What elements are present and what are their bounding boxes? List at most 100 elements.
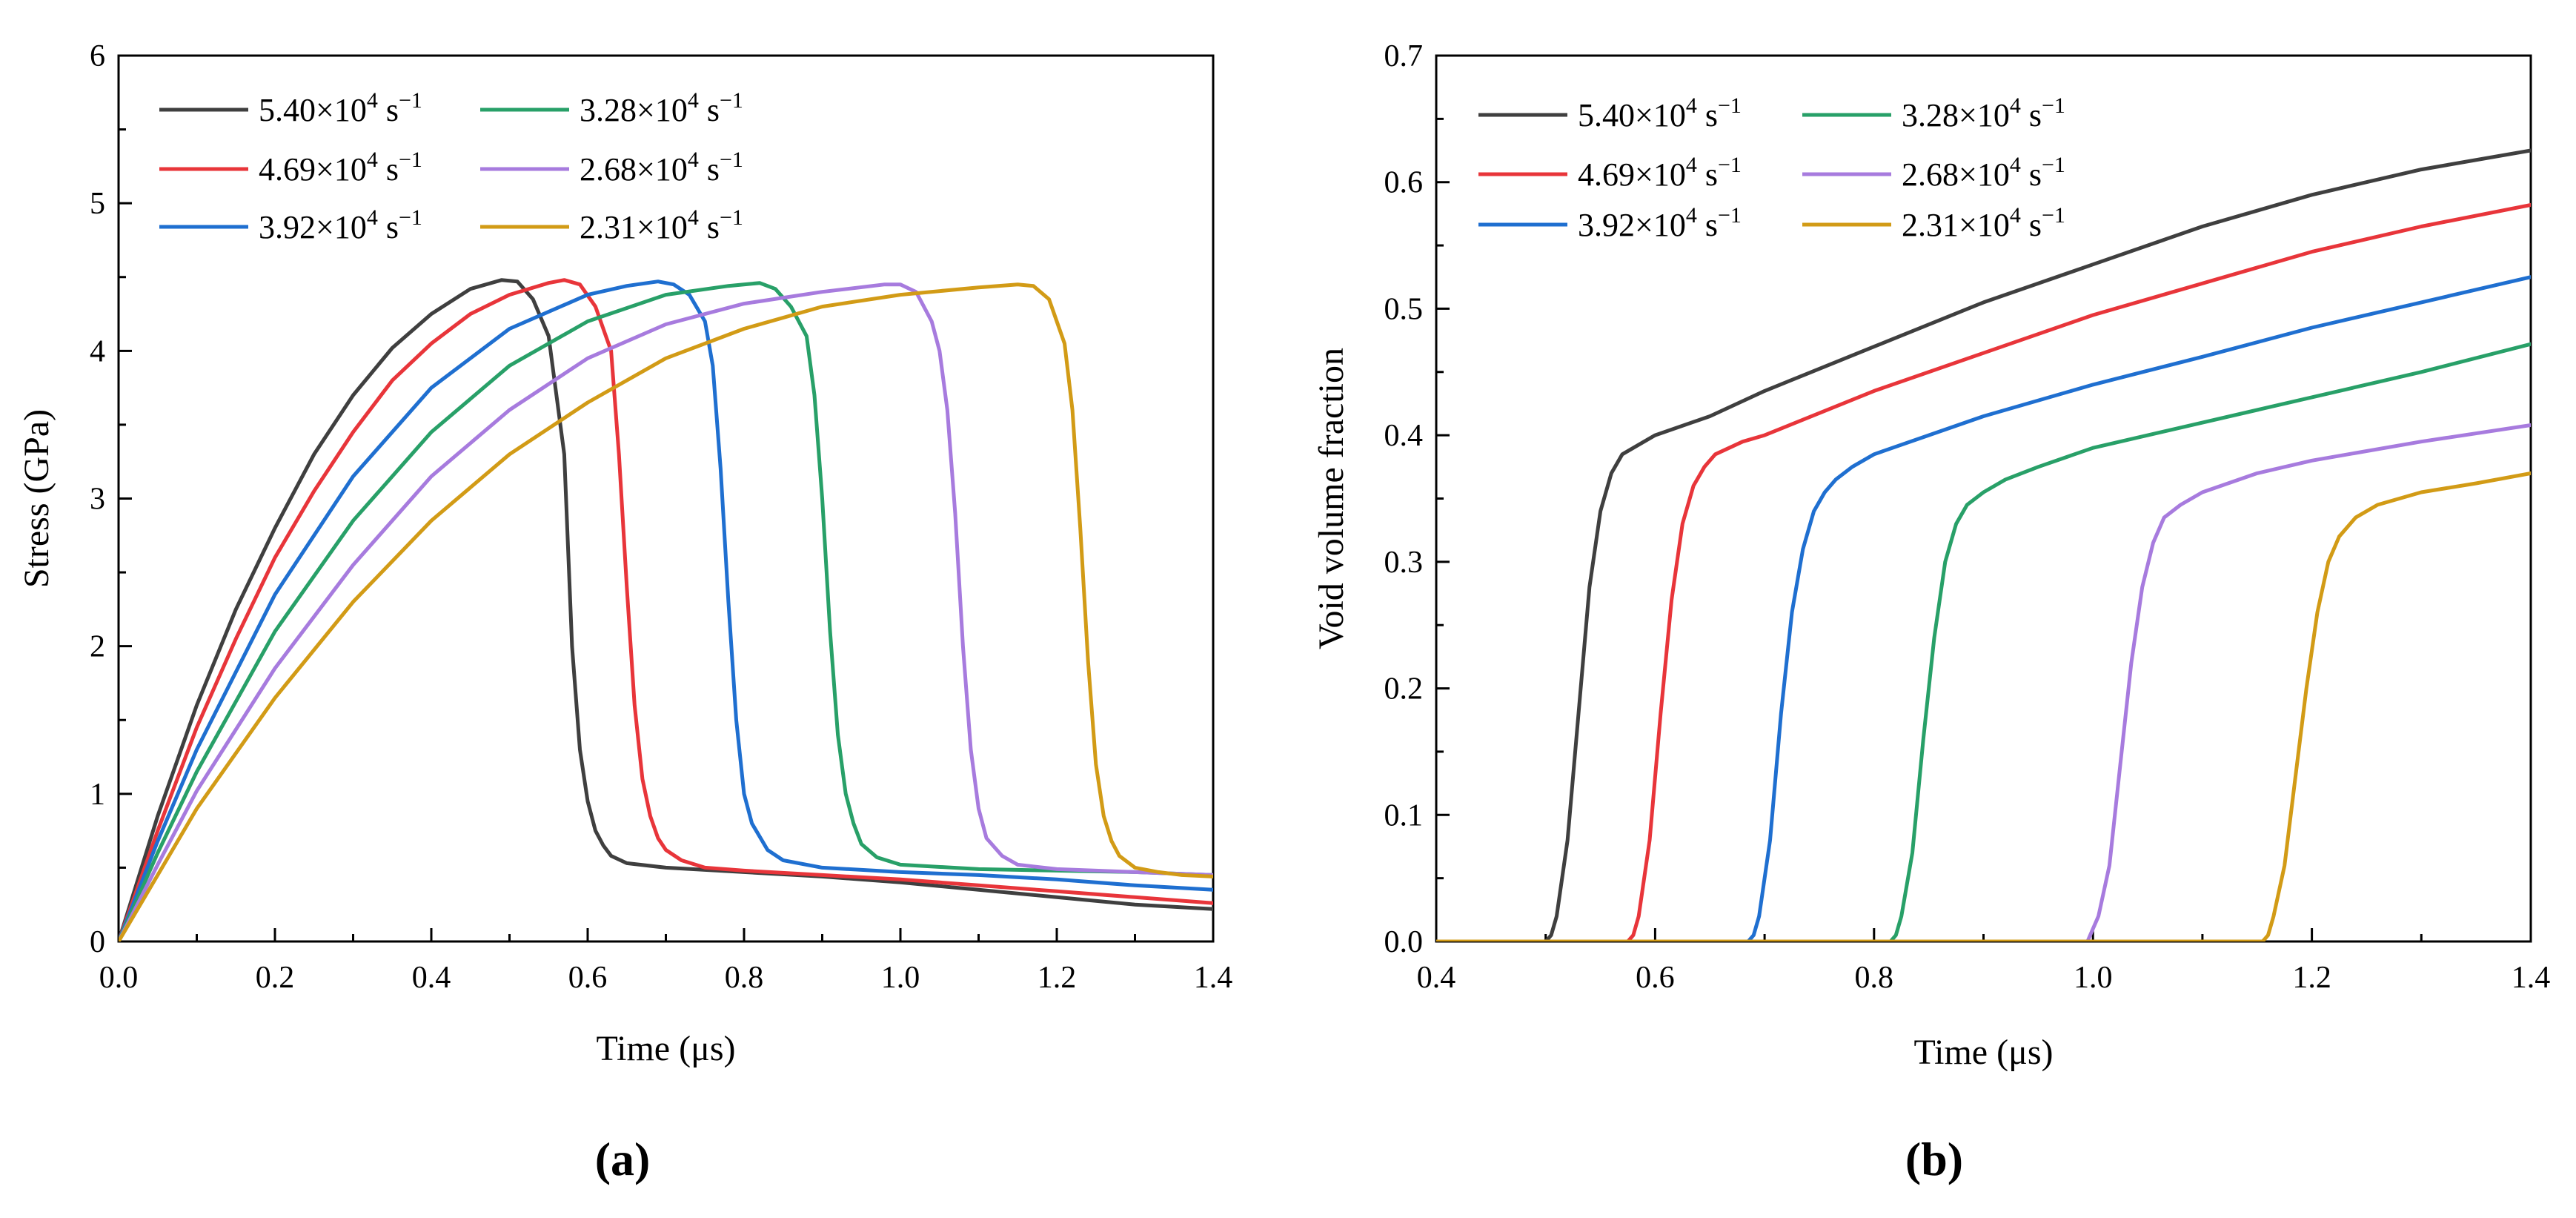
legend-unit-exponent: −1 [720,88,743,113]
series-line-3-92 [1436,275,2531,941]
series-line-4-69 [1436,202,2531,941]
legend-unit-exponent: −1 [720,148,743,172]
legend-item: 3.92×104 s−1 [159,205,422,245]
legend-item: 4.69×104 s−1 [159,148,422,188]
series-line-3-28 [119,281,1213,941]
legend-label: 5.40×104 s−1 [259,88,422,128]
legend-multiplier: ×10 [637,209,688,245]
legend-exponent: 4 [688,148,699,172]
legend-unit [2021,97,2029,133]
legend-item: 2.31×104 s−1 [480,205,743,245]
series-group [1436,148,2531,941]
legend-exponent: 4 [688,88,699,113]
y-tick-label: 3 [90,483,105,517]
legend-unit-exponent: −1 [399,148,422,172]
legend-unit-s: s [2029,97,2042,133]
x-tick-label: 0.8 [1855,961,1894,995]
x-tick-label: 0.6 [568,961,608,995]
legend-unit-exponent: −1 [399,88,422,113]
legend-item: 3.28×104 s−1 [480,88,743,128]
legend-item: 3.28×104 s−1 [1802,93,2065,133]
y-tick-label: 6 [90,39,105,73]
legend-exponent: 4 [367,148,378,172]
series-line-2-68 [1436,423,2531,941]
x-tick-label: 0.0 [99,961,139,995]
legend-unit-exponent: −1 [1718,203,1742,228]
y-tick-label: 0.4 [1384,419,1424,453]
legend-unit-s: s [386,209,399,245]
legend-unit-exponent: −1 [2042,153,2065,177]
x-axis-title: Time (μs) [597,1029,736,1068]
legend-unit [2021,207,2029,243]
panel-label: (b) [1905,1133,1963,1185]
legend-label: 2.31×104 s−1 [1902,203,2065,243]
x-tick-label: 1.0 [881,961,920,995]
y-tick-label: 0.2 [1384,672,1424,706]
legend-unit-s: s [707,151,720,188]
y-tick-label: 4 [90,334,105,368]
series-line-2-31 [119,282,1213,941]
legend-value: 5.40 [259,92,316,128]
legend-label: 3.92×104 s−1 [259,205,422,245]
legend-exponent: 4 [2010,203,2021,228]
y-tick-label: 0.0 [1384,925,1424,959]
legend-unit-s: s [2029,207,2042,243]
legend-unit [1697,156,1705,193]
legend-exponent: 4 [367,88,378,113]
legend-exponent: 4 [688,205,699,230]
y-tick-label: 0.1 [1384,798,1424,833]
legend-multiplier: ×10 [637,92,688,128]
x-tick-label: 0.6 [1636,961,1675,995]
legend-unit [378,209,386,245]
legend-exponent: 4 [1686,93,1697,118]
legend-unit [699,92,707,128]
legend-item: 4.69×104 s−1 [1478,153,1742,193]
legend-item: 5.40×104 s−1 [1478,93,1742,133]
chart-panel-b: 0.4 0.6 0.8 1.0 1.2 1.4 0.0 0.1 0.2 0.3 0.4 0.5 0.6 0… [1312,39,2550,1185]
legend-exponent: 4 [2010,153,2021,177]
legend-exponent: 4 [2010,93,2021,118]
series-line-5-40 [1436,148,2531,941]
series-group [119,278,1213,941]
legend-multiplier: ×10 [1959,207,2010,243]
y-axis-title: Stress (GPa) [17,409,56,588]
legend-multiplier: ×10 [316,209,367,245]
legend-item: 2.31×104 s−1 [1802,203,2065,243]
legend-unit-exponent: −1 [399,205,422,230]
legend-exponent: 4 [1686,153,1697,177]
legend-unit [699,209,707,245]
series-line-2-31 [1436,471,2531,941]
x-tick-label: 1.4 [2512,961,2551,995]
legend-item: 2.68×104 s−1 [480,148,743,188]
chart-panel-a: 0.0 0.2 0.4 0.6 0.8 1.0 1.2 1.4 0 1 2 3 4 5 6 Time (μs)… [17,39,1232,1185]
series-line-5-40 [119,278,1213,941]
legend-value: 2.31 [580,209,637,245]
legend-exponent: 4 [1686,203,1697,228]
legend-multiplier: ×10 [637,151,688,188]
legend-value: 3.28 [1902,97,1959,133]
legend-unit [378,151,386,188]
legend-value: 3.92 [1578,207,1635,243]
legend-unit [378,92,386,128]
legend-unit-s: s [707,92,720,128]
legend-item: 2.68×104 s−1 [1802,153,2065,193]
legend-label: 3.92×104 s−1 [1578,203,1742,243]
legend-label: 3.28×104 s−1 [1902,93,2065,133]
legend-unit-exponent: −1 [2042,93,2065,118]
plot-frame [117,54,1215,943]
legend-item: 5.40×104 s−1 [159,88,422,128]
x-tick-label: 1.2 [2292,961,2331,995]
legend-multiplier: ×10 [1959,97,2010,133]
legend-label: 5.40×104 s−1 [1578,93,1742,133]
legend-value: 4.69 [259,151,316,188]
legend-unit-s: s [386,92,399,128]
legend-unit-s: s [386,151,399,188]
legend-unit-s: s [1705,97,1718,133]
legend: 5.40×104 s−14.69×104 s−13.92×104 s−13.28… [1478,93,2065,243]
legend-unit [1697,207,1705,243]
legend-label: 2.68×104 s−1 [1902,153,2065,193]
y-tick-label: 5 [90,187,105,221]
y-tick-label: 0.7 [1384,39,1424,73]
x-axis-title: Time (μs) [1914,1033,2054,1072]
x-tick-label: 0.4 [1417,961,1456,995]
